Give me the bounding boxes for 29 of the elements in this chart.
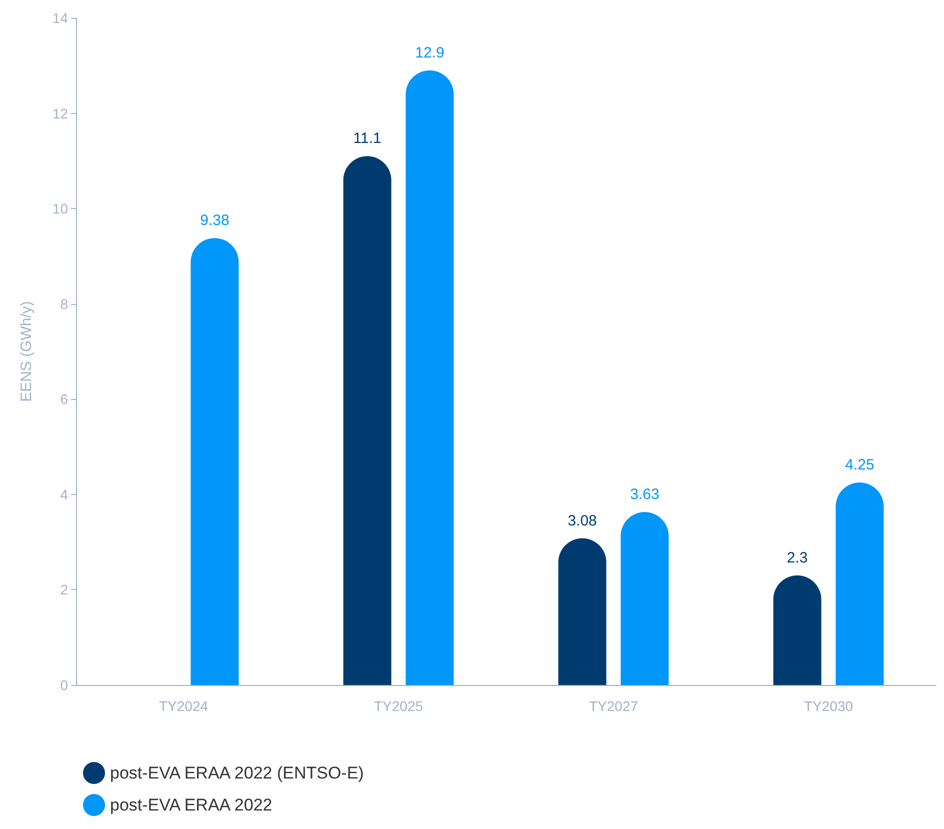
x-tick-label: TY2030 xyxy=(804,698,854,714)
y-axis-title: EENS (GWh/y) xyxy=(18,301,35,402)
bar xyxy=(343,156,392,685)
y-tick-label: 4 xyxy=(60,486,68,502)
y-tick-label: 14 xyxy=(52,10,68,26)
x-tick-label: TY2025 xyxy=(374,698,424,714)
y-tick-label: 12 xyxy=(52,105,68,122)
bar xyxy=(406,70,454,685)
legend-label: post-EVA ERAA 2022 (ENTSO-E) xyxy=(110,764,364,782)
y-tick-label: 2 xyxy=(60,582,68,598)
data-label: 2.3 xyxy=(786,549,808,566)
legend-label: post-EVA ERAA 2022 xyxy=(110,796,272,814)
y-tick-label: 0 xyxy=(60,677,68,693)
y-tick-label: 8 xyxy=(60,296,68,312)
bar xyxy=(558,538,606,685)
bar xyxy=(773,575,822,685)
data-label: 4.25 xyxy=(845,456,874,474)
data-label: 11.1 xyxy=(353,130,382,148)
data-label: 3.08 xyxy=(568,512,597,530)
bar xyxy=(836,482,884,685)
bar xyxy=(190,238,239,685)
x-tick-label: TY2024 xyxy=(158,698,208,714)
bar xyxy=(620,512,669,685)
x-tick-label: TY2027 xyxy=(588,698,638,714)
data-label: 12.9 xyxy=(415,44,444,62)
y-tick-label: 10 xyxy=(52,200,68,217)
y-tick-label: 6 xyxy=(60,391,68,408)
data-label: 3.63 xyxy=(630,486,660,504)
data-label: 9.38 xyxy=(200,212,230,230)
